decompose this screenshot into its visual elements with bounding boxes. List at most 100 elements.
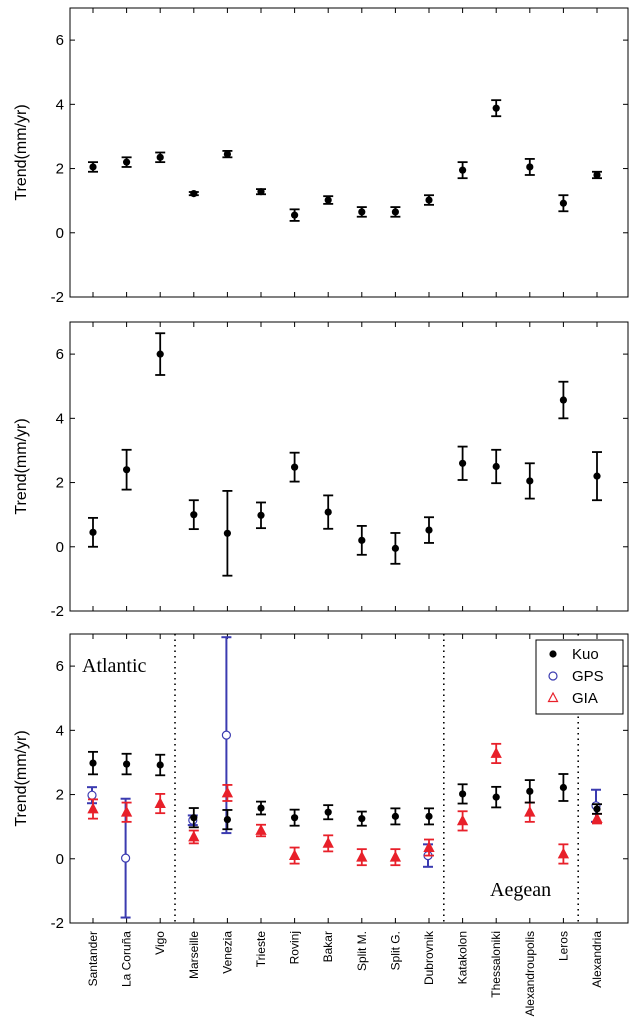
legend-marker-gia xyxy=(547,691,559,703)
kuo-point xyxy=(257,804,265,812)
x-tick-label: Vigo xyxy=(153,931,167,955)
series-point xyxy=(492,462,500,471)
series-point xyxy=(257,188,265,196)
y-tick-label: -2 xyxy=(51,603,64,620)
kuo-point xyxy=(89,759,97,767)
series-point xyxy=(190,511,198,519)
series-point xyxy=(123,158,131,166)
y-tick-label: 0 xyxy=(56,539,64,556)
kuo-point xyxy=(526,787,534,795)
y-tick-label: 4 xyxy=(56,96,64,113)
series-point xyxy=(257,511,265,519)
kuo-point xyxy=(492,793,500,801)
series-point xyxy=(223,529,231,537)
gia-point xyxy=(120,805,133,817)
annotation-aegean: Aegean xyxy=(490,879,551,901)
gia-point xyxy=(389,850,402,862)
y-tick-label: 2 xyxy=(56,161,64,178)
kuo-point xyxy=(291,814,299,822)
gia-point xyxy=(255,824,267,835)
legend-label-gps: GPS xyxy=(572,668,604,685)
gia-point xyxy=(288,849,301,860)
gia-point xyxy=(591,812,603,824)
plot-frame xyxy=(69,7,629,298)
gia-point xyxy=(188,830,200,842)
kuo-point xyxy=(459,790,467,798)
series-point xyxy=(425,196,433,204)
series-point xyxy=(559,199,568,207)
gia-point xyxy=(322,837,334,848)
x-tick-label: Dubrovnik xyxy=(422,930,436,985)
x-tick-label: Alexandroupolis xyxy=(523,931,537,1016)
series-point xyxy=(391,208,399,216)
y-axis-label: Trend(mm/yr) xyxy=(13,418,30,514)
series-point xyxy=(324,196,332,204)
series-point xyxy=(156,153,164,161)
series-point xyxy=(89,528,97,536)
gps-point xyxy=(87,790,97,800)
series-point xyxy=(391,544,399,552)
kuo-point xyxy=(223,816,231,824)
legend-marker-kuo xyxy=(549,650,557,658)
kuo-point xyxy=(156,761,164,769)
x-tick-label: Split G. xyxy=(388,931,402,970)
series-point xyxy=(526,163,534,171)
x-tick-label: La Coruña xyxy=(120,931,134,987)
x-tick-label: Bakar xyxy=(321,931,335,962)
x-tick-label: Leros xyxy=(556,931,570,961)
series-point xyxy=(89,163,97,171)
plot-frame xyxy=(69,321,629,612)
series-point xyxy=(291,463,299,471)
y-tick-label: 0 xyxy=(56,225,64,242)
series-point xyxy=(358,536,366,544)
kuo-point xyxy=(425,812,433,820)
gia-point xyxy=(154,797,166,808)
x-tick-label: Trieste xyxy=(254,931,268,968)
series-point xyxy=(492,104,500,112)
series-point xyxy=(291,211,299,219)
x-tick-label: Rovinj xyxy=(288,931,302,964)
series-point xyxy=(190,190,198,198)
y-tick-label: 2 xyxy=(56,787,64,804)
y-tick-label: 2 xyxy=(56,475,64,492)
gia-point xyxy=(524,805,536,817)
kuo-point xyxy=(123,760,131,768)
series-point xyxy=(559,396,568,404)
kuo-point xyxy=(593,805,601,813)
kuo-point xyxy=(324,808,332,816)
x-tick-label: Katakolon xyxy=(456,931,470,984)
series-point xyxy=(593,472,601,480)
series-point xyxy=(123,466,131,474)
kuo-point xyxy=(190,814,198,822)
series-point xyxy=(324,508,332,516)
gps-point xyxy=(221,730,231,740)
kuo-point xyxy=(391,812,399,820)
y-tick-label: 4 xyxy=(56,410,64,427)
y-tick-label: 6 xyxy=(56,346,64,363)
series-point xyxy=(459,166,467,174)
legend-marker-gps xyxy=(548,671,558,681)
x-tick-label: Split M. xyxy=(355,931,369,971)
panel-1: -2 0 2 4 6 Trend(mm/yr) xyxy=(13,7,629,306)
series-point xyxy=(358,208,366,216)
annotation-atlantic: Atlantic xyxy=(82,655,147,677)
gia-point xyxy=(356,850,368,862)
gia-point xyxy=(87,802,99,814)
plot-frame xyxy=(69,633,629,924)
x-tick-label: Marseille xyxy=(187,931,201,979)
gia-point xyxy=(423,841,435,852)
panel-2: -2 0 2 4 6 Trend(mm/yr) xyxy=(13,321,629,620)
y-tick-label: -2 xyxy=(51,915,64,932)
gps-point xyxy=(120,853,131,863)
x-tick-label: Venezia xyxy=(220,931,234,974)
kuo-point xyxy=(358,815,366,823)
x-tick-label: Alexandria xyxy=(590,931,604,988)
series-point xyxy=(459,459,467,467)
series-point xyxy=(156,350,164,358)
series-point xyxy=(526,477,534,485)
y-axis-label: Trend(mm/yr) xyxy=(13,104,30,200)
y-tick-label: 6 xyxy=(56,32,64,49)
y-axis-label: Trend(mm/yr) xyxy=(13,730,30,826)
x-tick-label: Santander xyxy=(86,931,100,986)
